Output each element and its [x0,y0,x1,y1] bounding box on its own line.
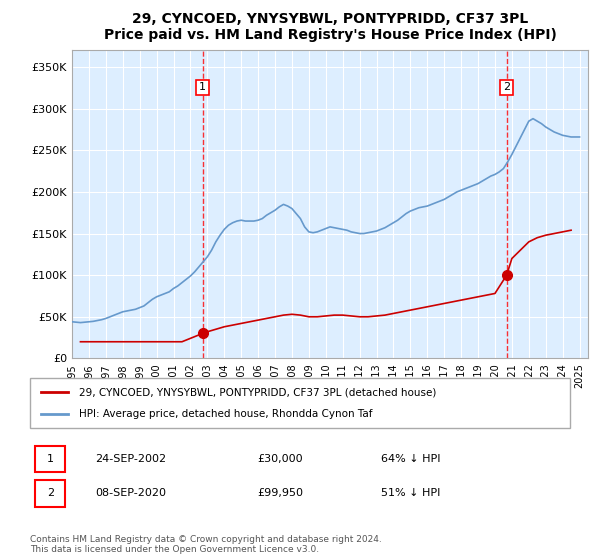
Text: 1: 1 [199,82,206,92]
Text: £30,000: £30,000 [257,454,302,464]
Text: £99,950: £99,950 [257,488,303,498]
Text: HPI: Average price, detached house, Rhondda Cynon Taf: HPI: Average price, detached house, Rhon… [79,409,372,419]
FancyBboxPatch shape [30,378,570,428]
Text: 29, CYNCOED, YNYSYBWL, PONTYPRIDD, CF37 3PL (detached house): 29, CYNCOED, YNYSYBWL, PONTYPRIDD, CF37 … [79,387,436,397]
Title: 29, CYNCOED, YNYSYBWL, PONTYPRIDD, CF37 3PL
Price paid vs. HM Land Registry's Ho: 29, CYNCOED, YNYSYBWL, PONTYPRIDD, CF37 … [104,12,556,43]
Text: 2: 2 [47,488,54,498]
Text: 08-SEP-2020: 08-SEP-2020 [95,488,166,498]
FancyBboxPatch shape [35,446,65,472]
Text: 51% ↓ HPI: 51% ↓ HPI [381,488,440,498]
Text: 2: 2 [503,82,510,92]
Text: Contains HM Land Registry data © Crown copyright and database right 2024.
This d: Contains HM Land Registry data © Crown c… [30,535,382,554]
Text: 24-SEP-2002: 24-SEP-2002 [95,454,166,464]
Text: 64% ↓ HPI: 64% ↓ HPI [381,454,440,464]
FancyBboxPatch shape [35,480,65,506]
Text: 1: 1 [47,454,54,464]
